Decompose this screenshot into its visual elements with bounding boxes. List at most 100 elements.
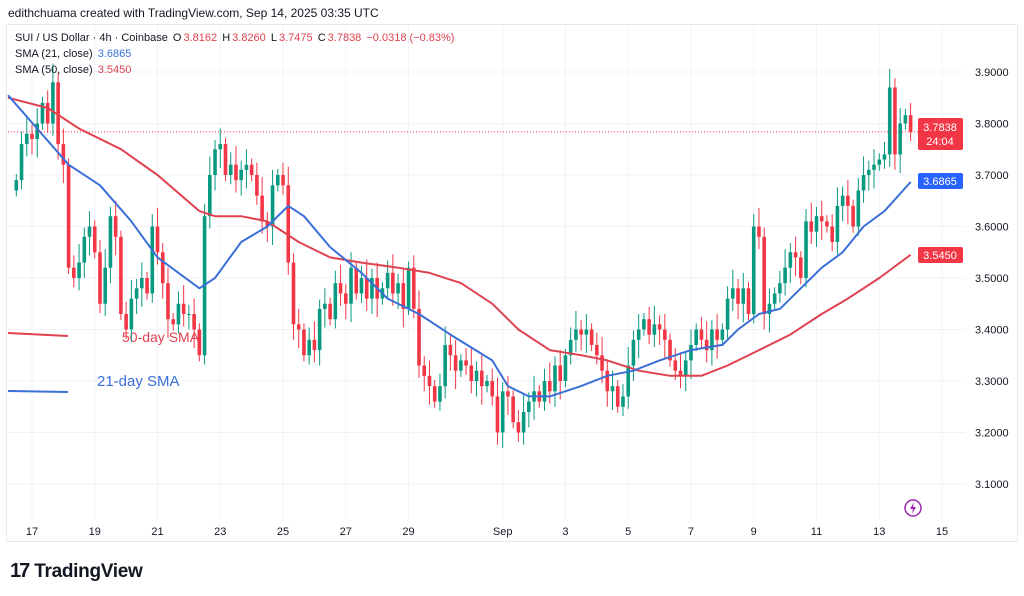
- candle: [281, 162, 285, 195]
- candle: [166, 267, 170, 338]
- candle-body: [663, 329, 667, 340]
- tradingview-logo[interactable]: 17 TradingView: [10, 560, 143, 583]
- chart-legend: SUI / US Dollar · 4h · Coinbase O 3.8162 …: [15, 30, 456, 78]
- lightning-alert-icon[interactable]: [904, 499, 922, 517]
- candle: [521, 393, 526, 445]
- last-price-tag: 3.7838 24:04: [918, 118, 963, 150]
- candle-body: [155, 226, 160, 253]
- sma21-annotation: 21-day SMA: [97, 373, 180, 390]
- sma21-value: 3.6865: [97, 48, 132, 60]
- candle-body: [181, 303, 186, 315]
- candle-body: [406, 267, 411, 309]
- sma50-label[interactable]: SMA (50, close): [15, 64, 93, 76]
- candle-body: [751, 226, 756, 315]
- candle: [317, 299, 322, 366]
- candle-body: [866, 169, 871, 175]
- price-tick: 3.3000: [975, 376, 1009, 388]
- candle: [846, 180, 850, 225]
- candle-body: [553, 365, 557, 392]
- candle-body: [98, 252, 102, 304]
- candle-body: [56, 82, 60, 145]
- candle-body: [438, 386, 442, 402]
- candle-body: [804, 221, 808, 278]
- candle-body: [333, 283, 338, 320]
- candle: [835, 187, 840, 255]
- candle-body: [401, 283, 406, 309]
- candle: [92, 220, 97, 259]
- candle: [218, 128, 223, 168]
- candle-body: [286, 185, 291, 263]
- candle-body: [260, 195, 264, 222]
- candle-body: [605, 370, 610, 392]
- time-tick: 11: [811, 526, 822, 538]
- candle-body: [683, 360, 688, 376]
- candle-body: [391, 272, 395, 294]
- candle: [495, 377, 500, 445]
- candle-body: [527, 401, 531, 412]
- symbol-title[interactable]: SUI / US Dollar · 4h · Coinbase: [15, 32, 168, 44]
- candle-body: [584, 329, 589, 335]
- candle-body: [819, 216, 824, 222]
- candle-body: [323, 303, 327, 309]
- candle: [710, 320, 714, 366]
- candle: [291, 253, 296, 340]
- candle: [553, 356, 557, 407]
- candle-body: [385, 272, 390, 289]
- candle: [589, 323, 594, 352]
- candle-body: [364, 278, 369, 299]
- candle: [14, 173, 19, 197]
- candle-body: [516, 422, 521, 433]
- candle-body: [642, 319, 646, 330]
- chart-credit: edithchuama created with TradingView.com…: [8, 6, 379, 20]
- candle: [799, 251, 803, 285]
- candle: [605, 361, 610, 407]
- candle-body: [694, 329, 698, 345]
- candle-body: [103, 267, 108, 304]
- candle: [825, 215, 829, 233]
- last-price-value: 3.7838: [923, 122, 957, 134]
- candle: [636, 314, 641, 359]
- candle: [19, 131, 24, 190]
- candle: [908, 102, 913, 142]
- candle-body: [647, 319, 651, 335]
- candle: [270, 169, 275, 246]
- candle: [757, 207, 761, 250]
- candle-body: [249, 164, 254, 175]
- time-tick: Sep: [493, 526, 513, 538]
- candle-body: [307, 339, 311, 356]
- candle-body: [469, 365, 474, 381]
- candle: [851, 199, 855, 233]
- candle: [563, 349, 568, 388]
- time-tick: 21: [151, 526, 163, 538]
- candle-body: [24, 133, 29, 145]
- open-value: 3.8162: [183, 32, 218, 44]
- candle: [511, 390, 515, 429]
- candle-body: [66, 164, 71, 268]
- candle: [814, 206, 819, 248]
- candle: [741, 272, 746, 323]
- candle-body: [757, 226, 761, 237]
- candle-body: [736, 288, 740, 304]
- candle: [725, 286, 730, 339]
- candle: [474, 361, 479, 397]
- candle-body: [432, 386, 437, 402]
- candle: [668, 333, 672, 367]
- candle: [40, 96, 45, 130]
- candle-body: [809, 221, 814, 232]
- candle-body: [160, 252, 165, 284]
- candle-body: [485, 381, 489, 387]
- candle-body: [579, 329, 583, 335]
- candle: [244, 149, 249, 189]
- candle-body: [239, 169, 243, 181]
- candle-body: [108, 216, 113, 268]
- candle-body: [82, 236, 87, 263]
- candle: [479, 355, 484, 405]
- sma21-label[interactable]: SMA (21, close): [15, 48, 93, 60]
- sma21-tag-value: 3.6865: [923, 176, 957, 188]
- candle-body: [150, 226, 155, 294]
- candle: [772, 287, 777, 310]
- candle-body: [61, 144, 66, 165]
- candle: [840, 186, 845, 222]
- candle-body: [370, 278, 374, 299]
